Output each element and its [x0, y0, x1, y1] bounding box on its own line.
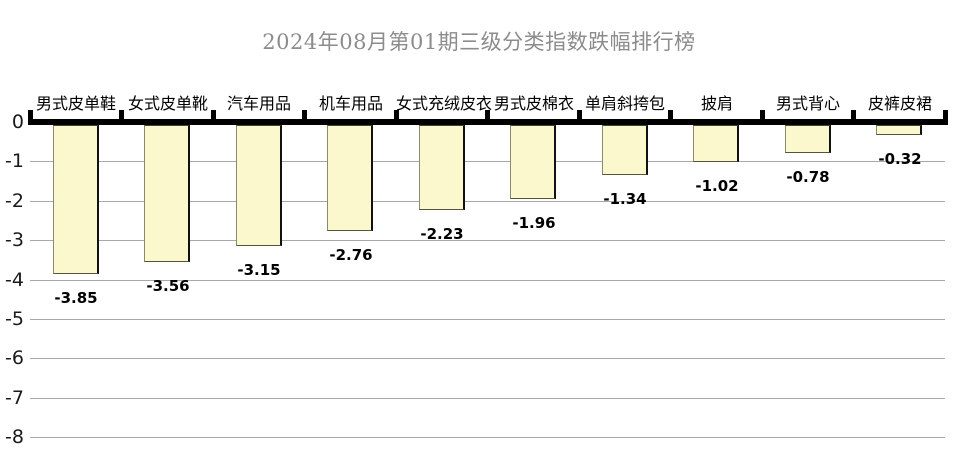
y-axis-tick-label: -3 — [5, 229, 24, 251]
gridline — [30, 358, 945, 359]
category-label: 披肩 — [700, 94, 733, 113]
value-label: -1.96 — [512, 214, 556, 232]
category-label: 单肩斜挎包 — [584, 94, 665, 113]
category-boundary-tick — [577, 110, 582, 125]
value-label: -1.02 — [695, 177, 739, 195]
category-label: 男式皮棉衣 — [493, 94, 574, 113]
category-boundary-tick — [119, 110, 124, 125]
bar — [419, 125, 465, 210]
bar — [144, 125, 190, 262]
gridline — [30, 398, 945, 399]
y-axis-tick-label: -2 — [5, 190, 24, 212]
y-axis-tick-label: -5 — [5, 308, 24, 330]
category-boundary-tick — [211, 110, 216, 125]
gridline — [30, 319, 945, 320]
category-label: 男式背心 — [775, 94, 840, 113]
y-axis-tick-label: -6 — [5, 347, 24, 369]
gridline — [30, 280, 945, 281]
category-label: 男式皮单鞋 — [35, 94, 116, 113]
value-label: -3.85 — [54, 289, 98, 307]
gridline — [30, 161, 945, 162]
bar — [327, 125, 373, 231]
y-axis-tick-label: -7 — [5, 387, 24, 409]
y-axis-tick-label: 0 — [11, 111, 24, 133]
gridline — [30, 437, 945, 438]
value-label: -3.15 — [237, 261, 281, 279]
y-axis-tick-label: -4 — [5, 269, 24, 291]
category-boundary-tick — [394, 110, 399, 125]
bar — [876, 125, 922, 135]
y-axis-tick-label: -1 — [5, 150, 24, 172]
category-boundary-tick — [668, 110, 673, 125]
category-label: 女式充绒皮衣 — [396, 94, 493, 113]
category-label: 汽车用品 — [226, 94, 291, 113]
value-label: -0.78 — [786, 168, 830, 186]
category-boundary-tick — [28, 110, 33, 125]
value-label: -1.34 — [603, 190, 647, 208]
category-label: 女式皮单靴 — [127, 94, 208, 113]
value-label: -0.32 — [878, 150, 922, 168]
y-axis-tick-label: -8 — [5, 426, 24, 448]
category-boundary-tick — [485, 110, 490, 125]
category-boundary-tick — [851, 110, 856, 125]
category-boundary-tick — [302, 110, 307, 125]
bar — [785, 125, 831, 153]
bar — [510, 125, 556, 199]
category-boundary-tick — [943, 110, 948, 125]
bar — [693, 125, 739, 162]
category-boundary-tick — [760, 110, 765, 125]
category-label: 皮裤皮裙 — [867, 94, 932, 113]
chart-title: 2024年08月第01期三级分类指数跌幅排行榜 — [262, 30, 696, 54]
category-label: 机车用品 — [318, 94, 383, 113]
gridline — [30, 240, 945, 241]
bar — [53, 125, 99, 274]
gridline — [30, 201, 945, 202]
bar — [236, 125, 282, 246]
value-label: -3.56 — [146, 277, 190, 295]
bar — [602, 125, 648, 175]
value-label: -2.76 — [329, 246, 373, 264]
value-label: -2.23 — [420, 225, 464, 243]
